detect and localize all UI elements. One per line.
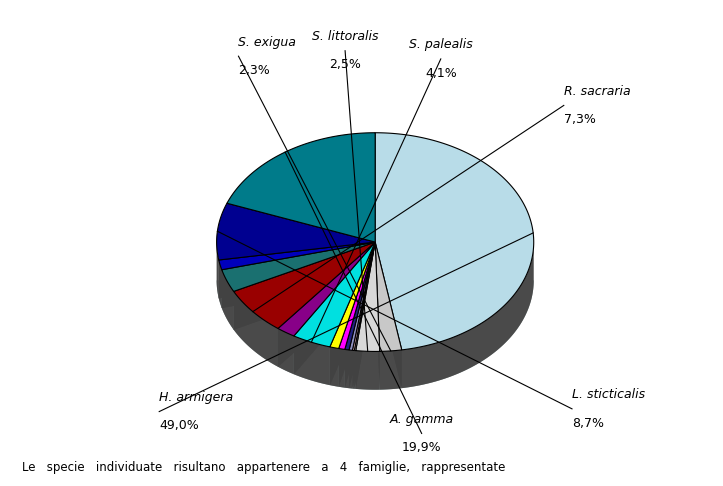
Polygon shape	[222, 242, 375, 308]
Text: H. armigera: H. armigera	[159, 391, 234, 404]
Polygon shape	[375, 242, 380, 390]
Text: 4,1%: 4,1%	[425, 67, 457, 80]
Text: 2,3%: 2,3%	[239, 64, 270, 77]
Text: 49,0%: 49,0%	[159, 419, 199, 432]
Polygon shape	[356, 242, 375, 389]
Polygon shape	[330, 242, 375, 348]
Polygon shape	[219, 242, 375, 270]
Polygon shape	[349, 242, 375, 388]
Polygon shape	[227, 133, 375, 242]
Polygon shape	[354, 350, 356, 389]
Polygon shape	[356, 350, 380, 390]
Text: R. sacraria: R. sacraria	[564, 85, 630, 98]
Polygon shape	[330, 347, 338, 387]
Text: A. gamma: A. gamma	[390, 413, 454, 426]
Polygon shape	[349, 350, 352, 389]
Text: S. exigua: S. exigua	[239, 35, 296, 49]
Polygon shape	[345, 242, 375, 350]
Polygon shape	[380, 350, 402, 390]
Polygon shape	[352, 350, 354, 389]
Polygon shape	[338, 242, 375, 387]
Polygon shape	[278, 242, 375, 367]
Text: 19,9%: 19,9%	[402, 441, 442, 454]
Polygon shape	[356, 242, 380, 351]
Polygon shape	[356, 242, 375, 389]
Polygon shape	[349, 242, 375, 350]
Text: Le   specie   individuate   risultano   appartenere   a   4   famiglie,   rappre: Le specie individuate risultano apparten…	[22, 461, 505, 474]
Polygon shape	[354, 242, 375, 389]
Polygon shape	[294, 242, 375, 347]
Polygon shape	[354, 242, 375, 389]
Text: S. littoralis: S. littoralis	[312, 30, 378, 43]
Polygon shape	[345, 242, 375, 388]
Polygon shape	[234, 242, 375, 329]
Text: L. sticticalis: L. sticticalis	[572, 388, 645, 401]
Polygon shape	[278, 329, 294, 374]
Polygon shape	[222, 242, 375, 308]
Text: 2,5%: 2,5%	[329, 58, 361, 71]
Polygon shape	[219, 242, 375, 298]
Polygon shape	[234, 292, 278, 367]
Polygon shape	[234, 242, 375, 330]
Polygon shape	[375, 242, 402, 388]
Polygon shape	[352, 242, 375, 389]
Polygon shape	[352, 242, 375, 350]
Polygon shape	[217, 280, 534, 390]
Polygon shape	[234, 242, 375, 330]
Text: 8,7%: 8,7%	[572, 417, 604, 430]
Polygon shape	[294, 336, 330, 385]
Polygon shape	[294, 242, 375, 374]
Text: 7,3%: 7,3%	[564, 113, 596, 126]
Text: S. palealis: S. palealis	[409, 38, 473, 52]
Polygon shape	[217, 203, 375, 260]
Polygon shape	[294, 242, 375, 374]
Polygon shape	[375, 133, 534, 350]
Polygon shape	[222, 270, 234, 330]
Polygon shape	[338, 348, 345, 388]
Polygon shape	[222, 242, 375, 292]
Polygon shape	[330, 242, 375, 385]
Polygon shape	[352, 242, 375, 389]
Polygon shape	[402, 242, 534, 388]
Polygon shape	[375, 242, 402, 351]
Polygon shape	[217, 242, 219, 298]
Polygon shape	[375, 242, 380, 390]
Polygon shape	[349, 242, 375, 388]
Polygon shape	[345, 242, 375, 388]
Polygon shape	[219, 242, 375, 298]
Polygon shape	[278, 242, 375, 367]
Polygon shape	[375, 242, 402, 388]
Polygon shape	[338, 242, 375, 387]
Polygon shape	[278, 242, 375, 336]
Polygon shape	[345, 349, 349, 388]
Polygon shape	[338, 242, 375, 349]
Polygon shape	[330, 242, 375, 385]
Polygon shape	[354, 242, 375, 350]
Polygon shape	[219, 260, 222, 308]
